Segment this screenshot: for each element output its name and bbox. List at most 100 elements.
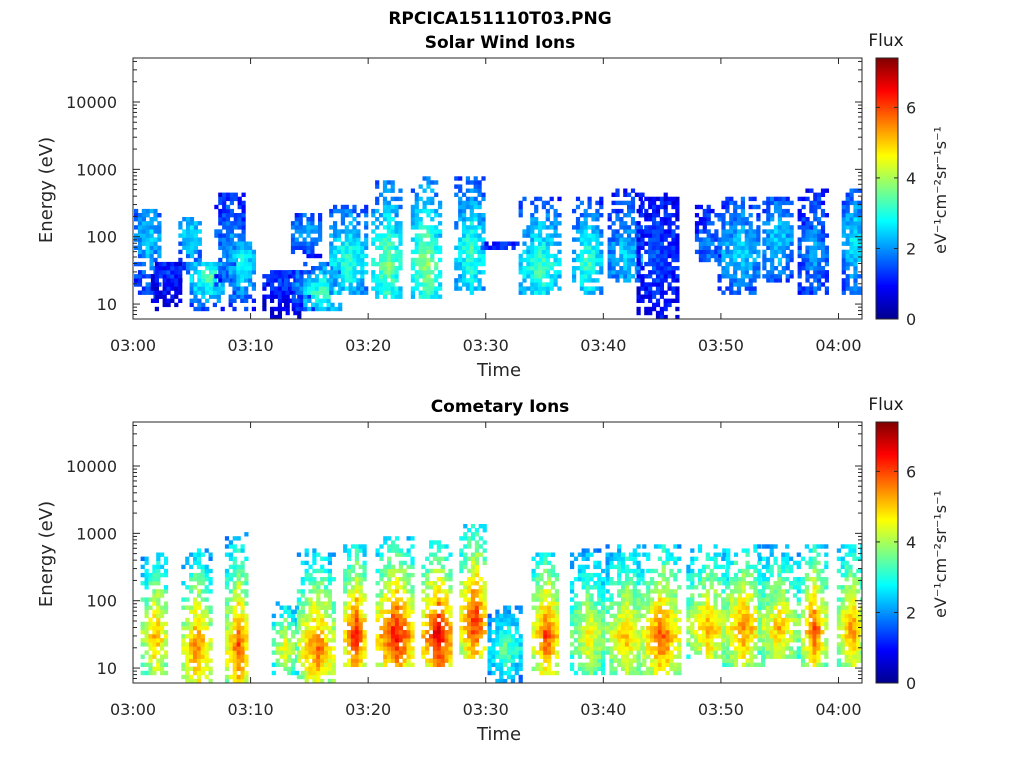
spectrogram-cell [581,630,586,635]
spectrogram-cell [530,282,535,287]
spectrogram-cell [579,253,584,259]
spectrogram-cell [853,225,858,230]
spectrogram-cell [553,274,558,279]
spectrogram-cell [640,229,645,234]
spectrogram-cell [467,609,472,614]
spectrogram-cell [277,314,282,319]
spectrogram-cell [623,241,628,246]
spectrogram-cell [671,298,676,303]
spectrogram-cell [648,204,653,210]
spectrogram-cell [499,662,504,667]
spectrogram-cell [296,589,301,594]
spectrogram-cell [766,217,771,222]
spectrogram-cell [145,233,150,238]
spectrogram-cell [777,229,782,234]
spectrogram-cell [421,572,426,578]
spectrogram-cell [440,556,445,561]
spectrogram-cell [474,564,479,570]
spectrogram-cell [154,270,159,275]
spectrogram-cell [137,229,143,234]
spectrogram-cell [458,245,463,250]
spectrogram-cell [621,630,626,635]
spectrogram-cell [240,630,245,635]
spectrogram-cell [275,621,280,627]
spectrogram-cell [216,261,221,267]
spectrogram-cell [469,204,474,210]
spectrogram-cell [550,564,556,570]
spectrogram-cell [148,605,153,610]
spectrogram-cell [277,306,282,312]
spectrogram-cell [310,213,315,218]
x-tick-label: 04:00 [815,336,861,355]
spectrogram-cell [444,654,449,659]
spectrogram-cell [611,200,616,206]
spectrogram-cell [287,650,292,655]
spectrogram-cell [152,625,157,631]
spectrogram-cell [817,229,822,234]
spectrogram-cell [299,274,304,279]
spectrogram-cell [549,225,554,230]
spectrogram-cell [229,245,234,250]
spectrogram-cell [312,585,317,590]
spectrogram-cell [436,560,441,566]
spectrogram-cell [232,605,237,610]
spectrogram-cell [308,666,313,672]
spectrogram-cell [336,237,342,242]
spectrogram-cell [350,577,356,582]
spectrogram-cell [841,249,846,255]
spectrogram-cell [270,310,275,316]
spectrogram-cell [152,572,157,578]
spectrogram-cell [809,229,814,234]
spectrogram-cell [174,270,179,275]
spectrogram-cell [410,638,415,643]
spectrogram-cell [809,204,814,210]
spectrogram-cell [336,245,342,250]
spectrogram-cell [659,266,664,271]
spectrogram-cell [324,577,329,582]
spectrogram-cell [156,638,161,643]
spectrogram-cell [534,237,539,242]
spectrogram-cell [141,290,146,295]
spectrogram-cell [587,245,592,250]
spectrogram-cell [410,278,415,283]
spectrogram-cell [849,257,854,263]
spectrogram-cell [303,261,308,267]
spectrogram-cell [350,613,356,619]
spectrogram-cell [659,261,664,267]
spectrogram-cell [652,221,657,226]
spectrogram-cell [729,286,734,291]
spectrogram-cell [507,241,512,246]
spectrogram-cell [729,233,734,238]
spectrogram-cell [291,650,296,655]
spectrogram-cell [382,245,388,250]
spectrogram-cell [624,642,630,647]
spectrogram-cell [251,270,256,275]
spectrogram-cell [849,290,854,295]
spectrogram-cell [702,229,707,234]
spectrogram-cell [770,253,775,259]
spectrogram-cell [809,208,814,214]
spectrogram-cell [550,605,556,610]
spectrogram-cell [390,253,395,259]
spectrogram-cell [426,208,431,214]
spectrogram-cell [222,213,227,218]
spectrogram-cell [218,200,223,206]
spectrogram-cell [487,646,492,651]
spectrogram-cell [162,294,167,299]
spectrogram-cell [599,233,604,238]
spectrogram-cell [477,184,482,189]
spectrogram-cell [535,605,540,610]
spectrogram-cell [554,634,559,639]
spectrogram-cell [469,217,474,222]
spectrogram-cell [236,650,241,655]
spectrogram-cell [232,257,237,263]
spectrogram-cell [469,200,474,206]
spectrogram-cell [530,278,535,283]
spectrogram-cell [306,233,311,238]
spectrogram-cell [581,650,586,655]
spectrogram-cell [570,581,575,586]
spectrogram-cell [182,261,187,267]
spectrogram-cell [587,196,592,202]
spectrogram-cell [331,609,336,614]
spectrogram-cell [410,609,415,614]
